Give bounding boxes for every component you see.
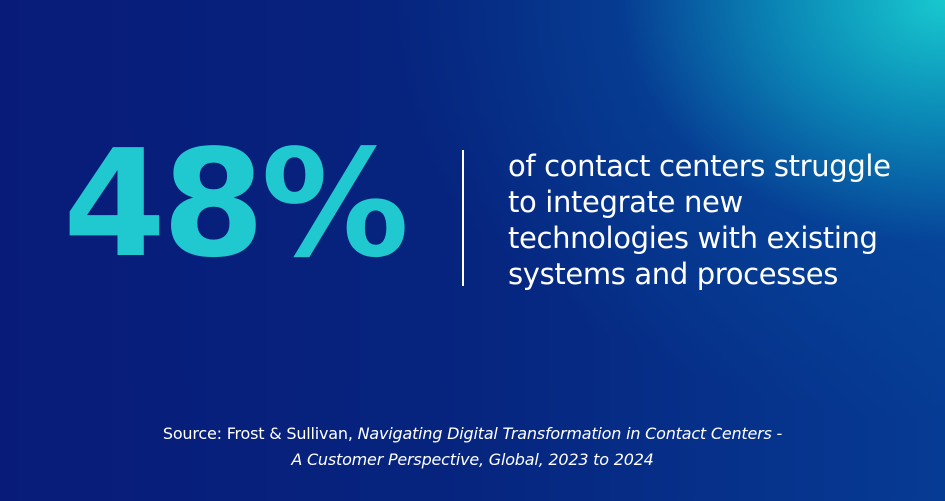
description-line: of contact centers struggle xyxy=(508,149,891,183)
source-title-part-2: A Customer Perspective, Global, 2023 to … xyxy=(291,450,654,469)
stat-description: of contact centers struggle to integrate… xyxy=(508,148,928,292)
source-line-1: Source: Frost & Sullivan, Navigating Dig… xyxy=(0,421,945,447)
vertical-divider xyxy=(462,150,464,286)
description-line: technologies with existing xyxy=(508,221,878,255)
headline-stat: 48% xyxy=(63,118,409,290)
description-line: to integrate new xyxy=(508,185,743,219)
source-citation: Source: Frost & Sullivan, Navigating Dig… xyxy=(0,421,945,473)
source-prefix: Source: Frost & Sullivan, xyxy=(162,424,358,443)
description-line: systems and processes xyxy=(508,257,838,291)
source-title-part-1: Navigating Digital Transformation in Con… xyxy=(357,424,783,443)
